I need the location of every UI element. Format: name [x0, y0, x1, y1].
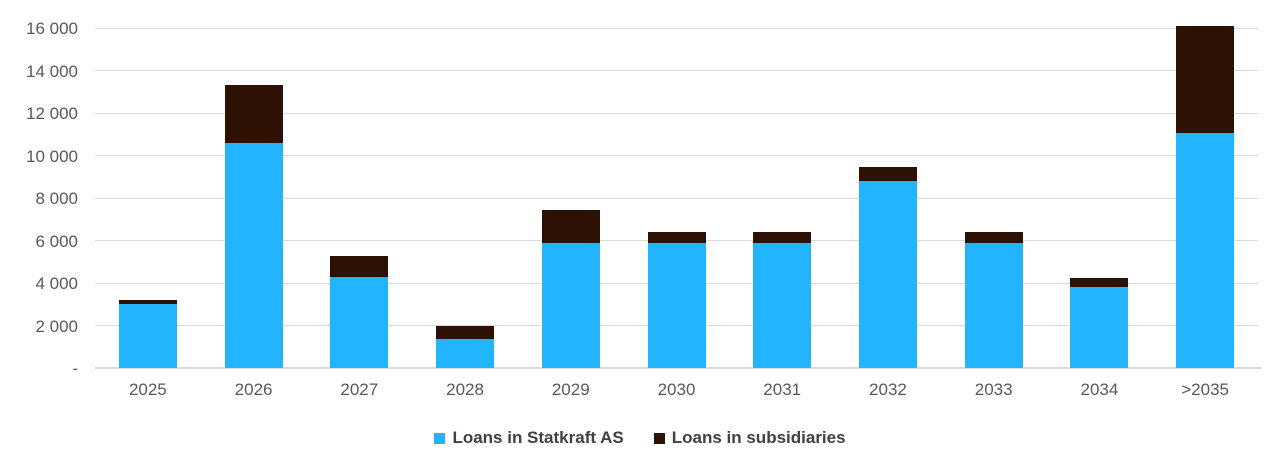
gridline — [95, 27, 1258, 29]
y-tick-label: 6 000 — [35, 231, 78, 251]
y-tick-label: 16 000 — [26, 19, 78, 38]
bar-segment-loans-in-statkraft-as — [1070, 287, 1129, 368]
bar-segment-loans-in-subsidiaries — [858, 167, 917, 181]
y-tick-label: 8 000 — [35, 189, 78, 208]
x-tick-label: 2029 — [551, 380, 590, 399]
gridline — [95, 70, 1258, 71]
y-tick-label: 14 000 — [26, 61, 78, 81]
gridline — [95, 197, 1258, 199]
x-tick-label: 2025 — [128, 380, 167, 399]
x-tick-label: 2034 — [1080, 380, 1119, 399]
x-tick-label: >2035 — [1181, 380, 1229, 399]
bar-segment-loans-in-subsidiaries — [753, 232, 812, 243]
bar-segment-loans-in-subsidiaries — [118, 300, 177, 305]
y-tick-label: 4 000 — [35, 274, 78, 293]
bar-segment-loans-in-statkraft-as — [330, 276, 389, 368]
bar-segment-loans-in-statkraft-as — [541, 242, 600, 368]
x-tick-label: 2027 — [340, 380, 379, 399]
bar-segment-loans-in-statkraft-as — [964, 242, 1023, 368]
bar-segment-loans-in-statkraft-as — [753, 242, 812, 368]
bar-segment-loans-in-statkraft-as — [224, 142, 283, 368]
y-tick-label: 10 000 — [26, 146, 78, 166]
x-tick-label: 2032 — [869, 380, 907, 399]
gridline — [95, 112, 1258, 114]
y-tick-label: 12 000 — [26, 104, 78, 123]
x-tick-label: 2028 — [446, 380, 484, 399]
bar-segment-loans-in-statkraft-as — [118, 304, 177, 368]
x-tick-label: 2031 — [763, 380, 802, 399]
legend-item: Loans in subsidiaries — [653, 428, 846, 448]
bar-segment-loans-in-statkraft-as — [858, 181, 917, 368]
x-tick-label: 2033 — [974, 380, 1013, 399]
legend-swatch-icon — [653, 432, 665, 444]
plot-area — [95, 25, 1258, 368]
bar-segment-loans-in-subsidiaries — [1176, 25, 1235, 134]
y-tick-label: 2 000 — [35, 316, 78, 336]
y-tick-label: - — [72, 359, 78, 378]
bar-segment-loans-in-subsidiaries — [647, 232, 706, 243]
bar-segment-loans-in-subsidiaries — [436, 325, 495, 340]
bar-segment-loans-in-subsidiaries — [541, 209, 600, 243]
legend-label: Loans in subsidiaries — [671, 428, 846, 447]
x-axis-line — [95, 367, 1262, 369]
legend-item: Loans in Statkraft AS — [434, 428, 624, 448]
legend-swatch-icon — [434, 432, 446, 444]
x-tick-label: 2030 — [657, 380, 696, 399]
bar-segment-loans-in-statkraft-as — [436, 339, 495, 368]
bar-segment-loans-in-statkraft-as — [647, 242, 706, 368]
legend-label: Loans in Statkraft AS — [452, 428, 624, 447]
x-tick-label: 2026 — [234, 380, 273, 399]
bar-segment-loans-in-subsidiaries — [1070, 277, 1129, 288]
bar-segment-loans-in-subsidiaries — [964, 232, 1023, 243]
gridline — [95, 155, 1258, 156]
bar-segment-loans-in-subsidiaries — [330, 256, 389, 277]
bar-segment-loans-in-subsidiaries — [224, 85, 283, 143]
bar-segment-loans-in-statkraft-as — [1176, 133, 1235, 368]
legend: Loans in Statkraft AS Loans in subsidiari… — [0, 428, 1280, 448]
